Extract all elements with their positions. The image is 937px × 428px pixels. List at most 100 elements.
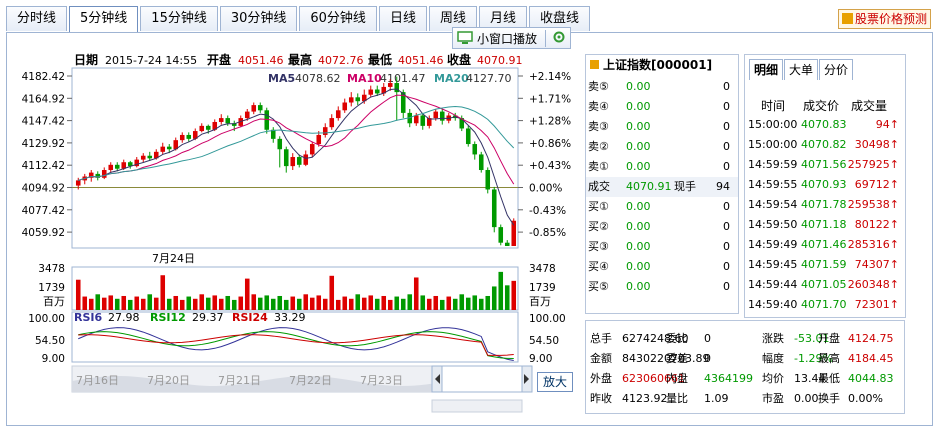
close-label: 收盘: [447, 52, 471, 67]
volume-bar: [439, 299, 445, 310]
volume-bar: [355, 294, 361, 310]
rsi-tick-label: 54.50: [35, 335, 65, 347]
tab-5[interactable]: 日线: [378, 6, 427, 31]
open-label: 开盘: [207, 52, 231, 67]
tab-3[interactable]: 30分钟线: [219, 6, 298, 31]
detail-row: 14:59:40 4071.70 72301↑: [745, 295, 905, 315]
rsi-tick-label: 54.50: [529, 335, 559, 347]
candle-body: [88, 172, 94, 178]
order-price: 0.00: [626, 120, 651, 133]
trade-time: 14:59:59: [748, 158, 798, 171]
gear-icon[interactable]: [545, 29, 566, 47]
stat-label: 委差: [666, 352, 688, 365]
tab-6[interactable]: 周线: [428, 6, 477, 31]
candle-body: [101, 170, 107, 178]
candle-body: [218, 118, 224, 122]
candle-body: [433, 111, 439, 119]
rsi-frame: [71, 311, 519, 363]
order-price: 0.00: [626, 240, 651, 253]
volume-bar: [283, 299, 289, 310]
rsi6-value: 27.98: [108, 311, 140, 324]
candle-body: [257, 105, 263, 111]
trade-volume: 72301↑: [854, 298, 899, 311]
volume-bar: [231, 299, 237, 310]
candle-body: [303, 154, 309, 165]
price-tick-label: 4182.42: [22, 71, 65, 83]
price-tick-label: 4164.92: [22, 93, 65, 105]
scroll-right-icon: [524, 374, 529, 384]
tab-1[interactable]: 5分钟线: [69, 6, 139, 33]
candle-body: [290, 157, 296, 167]
timeline-scrollbar: [431, 399, 523, 413]
stat-value: 0.00%: [848, 392, 883, 405]
stat-value: 4364199: [704, 372, 753, 385]
detail-row: 14:59:45 4071.59 74307↑: [745, 255, 905, 275]
timeline-date: 7月22日: [289, 374, 332, 387]
stats-row: 总手 6274248.60 委比 0 涨跌 -53.01 开盘 4124.75: [586, 329, 904, 349]
rsi6-label: RSI6: [74, 311, 102, 324]
tab-0[interactable]: 分时线: [6, 6, 68, 31]
deal-row: 成交 4070.91 现手 94: [586, 177, 738, 197]
stat-label: 市盈: [762, 392, 784, 405]
zoom-in-button[interactable]: 放大: [537, 372, 573, 392]
volume-bar: [420, 295, 426, 310]
stat-label: 幅度: [762, 352, 784, 365]
tab-2[interactable]: 15分钟线: [140, 6, 218, 31]
candle-body: [153, 151, 159, 159]
volume-bar: [114, 298, 120, 310]
candle-body: [75, 180, 81, 186]
candle-body: [283, 149, 289, 167]
order-price: 0.00: [626, 140, 651, 153]
volume-bar: [186, 296, 192, 310]
trade-volume: 94↑: [875, 118, 899, 131]
tab-8[interactable]: 收盘线: [528, 6, 590, 31]
pct-tick-label: -0.85%: [529, 227, 566, 239]
stat-value: -1.29%: [794, 352, 833, 365]
volume-unit: 百万: [529, 295, 551, 308]
candle-body: [205, 125, 211, 130]
stat-label: 量比: [666, 392, 688, 405]
index-icon: [590, 60, 599, 69]
high-value: 4072.76: [318, 54, 364, 67]
detail-tab-1[interactable]: 大单: [784, 59, 819, 80]
volume-bar: [108, 295, 114, 310]
order-label: 卖⑤: [588, 80, 609, 93]
rsi-tick-label: 9.00: [529, 353, 552, 365]
tab-7[interactable]: 月线: [478, 6, 527, 31]
stats-row: 外盘 623060661 内盘 4364199 均价 13.44 最低 4044.83: [586, 369, 904, 389]
candle-body: [277, 138, 283, 150]
candle-body: [199, 125, 205, 132]
volume-date-label: 7月24日: [152, 252, 195, 265]
detail-tab-0[interactable]: 明细: [749, 59, 784, 80]
candle-body: [413, 115, 419, 124]
volume-bar: [498, 271, 504, 310]
volume-bar: [290, 296, 296, 310]
trade-time: 15:00:00: [748, 118, 798, 131]
detail-tab-2[interactable]: 分价: [819, 59, 854, 80]
volume-bar: [296, 298, 302, 310]
low-value: 4051.46: [398, 54, 444, 67]
order-label: 买④: [588, 260, 609, 273]
volume-bar: [387, 299, 393, 310]
tab-4[interactable]: 60分钟线: [299, 6, 377, 31]
volume-bar: [394, 296, 400, 310]
timeline-date: 7月23日: [360, 374, 403, 387]
order-row: 卖③ 0.00 0: [586, 117, 738, 137]
order-label: 买①: [588, 200, 609, 213]
order-row: 买① 0.00 0: [586, 197, 738, 217]
detail-row: 14:59:59 4071.56 257925↑: [745, 155, 905, 175]
order-price: 0.00: [626, 160, 651, 173]
stock-predict-button[interactable]: 股票价格预测: [837, 9, 931, 29]
order-label: 卖①: [588, 160, 609, 173]
candle-body: [95, 173, 101, 178]
volume-bar: [153, 297, 159, 310]
candle-body: [491, 189, 497, 228]
low-label: 最低: [368, 52, 392, 67]
volume-bar: [342, 296, 348, 310]
stat-value: 4184.45: [848, 352, 894, 365]
candle-body: [355, 97, 361, 102]
trade-price: 4070.82: [801, 138, 847, 151]
mini-window-button[interactable]: 小窗口播放: [452, 27, 572, 49]
trade-price: 4071.59: [801, 258, 847, 271]
